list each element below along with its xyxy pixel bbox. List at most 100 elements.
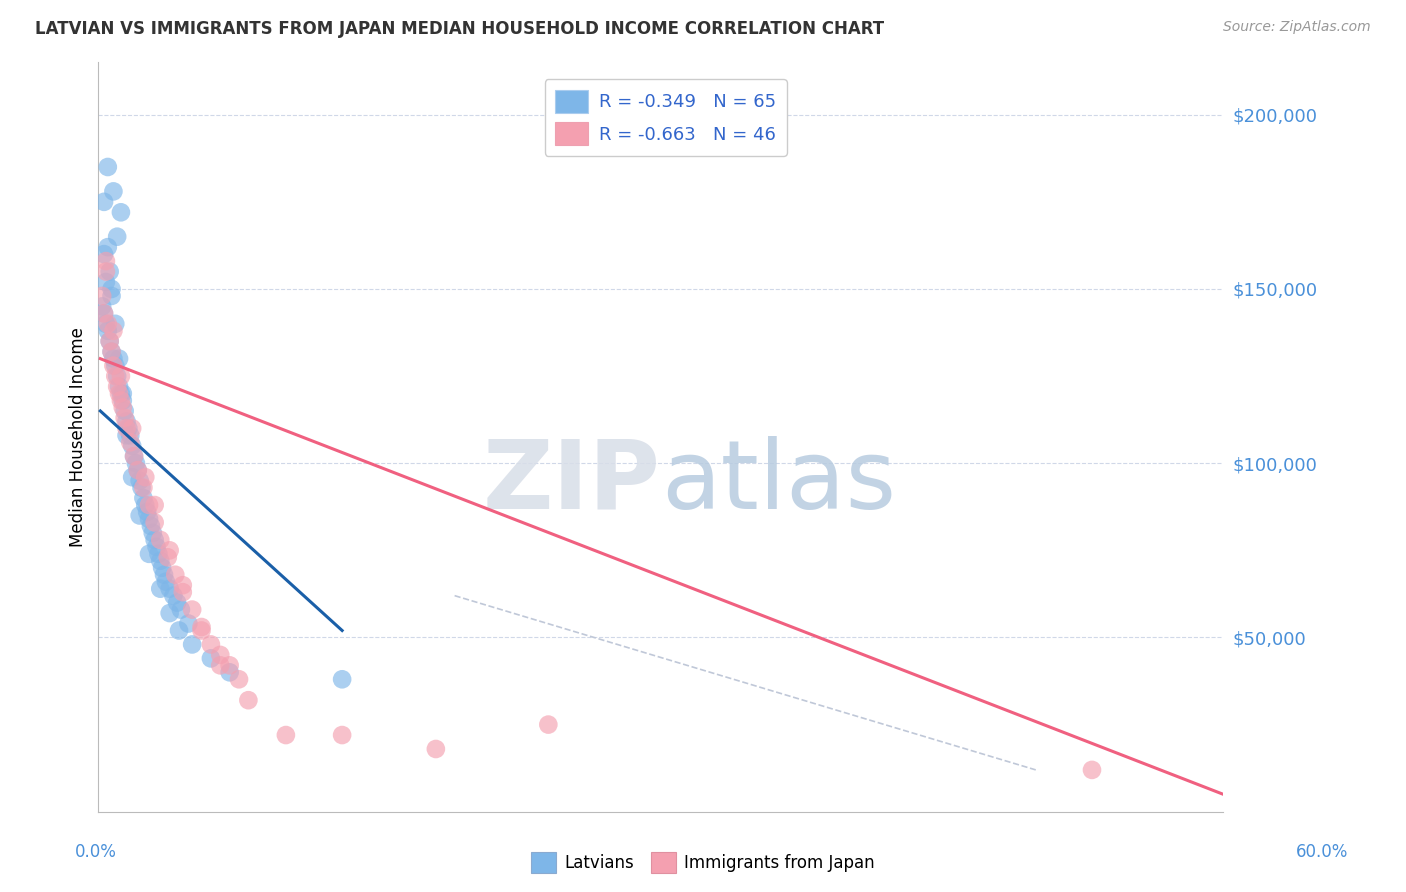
Point (121, 470, 143, 484)
Point (200, 637, 222, 651)
Point (91, 289, 114, 303)
Point (142, 525, 165, 540)
Point (228, 673, 250, 687)
Text: Source: ZipAtlas.com: Source: ZipAtlas.com (1223, 20, 1371, 34)
Point (104, 359, 127, 373)
Point (120, 428, 142, 442)
Text: atlas: atlas (661, 435, 896, 529)
Point (105, 229, 128, 244)
Point (115, 428, 138, 442)
Point (122, 449, 145, 463)
Point (330, 728, 353, 742)
Point (121, 439, 143, 453)
Point (138, 547, 160, 561)
Point (128, 508, 150, 523)
Point (209, 648, 232, 662)
Point (115, 421, 138, 435)
Point (98, 264, 121, 278)
Point (93, 306, 115, 320)
Point (170, 602, 193, 616)
Point (103, 359, 125, 373)
Point (165, 567, 187, 582)
Text: ZIP: ZIP (482, 435, 661, 529)
Point (127, 463, 149, 477)
Point (111, 401, 134, 415)
Point (94, 317, 117, 331)
Point (114, 404, 136, 418)
Point (138, 498, 160, 512)
Point (117, 421, 139, 435)
Y-axis label: Median Household Income: Median Household Income (69, 327, 87, 547)
Point (110, 386, 132, 401)
Point (162, 589, 184, 603)
Point (103, 351, 125, 366)
Point (159, 582, 181, 596)
Point (181, 637, 204, 651)
Point (108, 386, 131, 401)
Point (143, 533, 166, 547)
Point (166, 596, 188, 610)
Point (93, 194, 115, 209)
Point (111, 393, 134, 408)
Point (159, 543, 181, 558)
Point (190, 620, 212, 634)
Point (97, 240, 120, 254)
Point (120, 435, 142, 450)
Point (156, 550, 179, 565)
Point (190, 624, 212, 638)
Point (127, 463, 149, 477)
Point (139, 519, 162, 533)
Point (132, 481, 155, 495)
Point (114, 411, 136, 425)
Point (94, 275, 117, 289)
Point (153, 567, 176, 582)
Point (100, 344, 122, 359)
Point (110, 369, 132, 384)
Point (105, 379, 128, 393)
Point (149, 533, 172, 547)
Point (93, 247, 115, 261)
Point (167, 624, 190, 638)
Point (100, 344, 122, 359)
Point (128, 474, 150, 488)
Text: LATVIAN VS IMMIGRANTS FROM JAPAN MEDIAN HOUSEHOLD INCOME CORRELATION CHART: LATVIAN VS IMMIGRANTS FROM JAPAN MEDIAN … (35, 20, 884, 37)
Point (131, 481, 153, 495)
Point (93, 306, 115, 320)
Point (97, 317, 120, 331)
Point (125, 456, 148, 470)
Point (172, 585, 194, 599)
Point (209, 658, 232, 673)
Point (94, 264, 117, 278)
Text: 60.0%: 60.0% (1295, 843, 1348, 861)
Point (108, 351, 131, 366)
Point (274, 728, 297, 742)
Point (330, 673, 353, 687)
Point (181, 602, 204, 616)
Point (143, 498, 166, 512)
Legend: R = -0.349   N = 65, R = -0.663   N = 46: R = -0.349 N = 65, R = -0.663 N = 46 (544, 79, 787, 156)
Point (104, 369, 127, 384)
Point (1081, 763, 1104, 777)
Point (110, 205, 132, 219)
Point (94, 254, 117, 268)
Point (111, 386, 134, 401)
Point (172, 578, 194, 592)
Point (138, 512, 160, 526)
Point (537, 717, 560, 731)
Point (238, 693, 260, 707)
Point (122, 449, 145, 463)
Point (145, 540, 167, 554)
Point (103, 185, 125, 199)
Point (177, 616, 200, 631)
Point (149, 582, 172, 596)
Point (150, 561, 173, 575)
Point (136, 505, 159, 519)
Point (134, 498, 156, 512)
Point (155, 574, 177, 589)
Point (97, 324, 120, 338)
Point (104, 317, 127, 331)
Point (98, 334, 121, 349)
Point (159, 606, 181, 620)
Point (115, 414, 138, 428)
Point (121, 421, 143, 435)
